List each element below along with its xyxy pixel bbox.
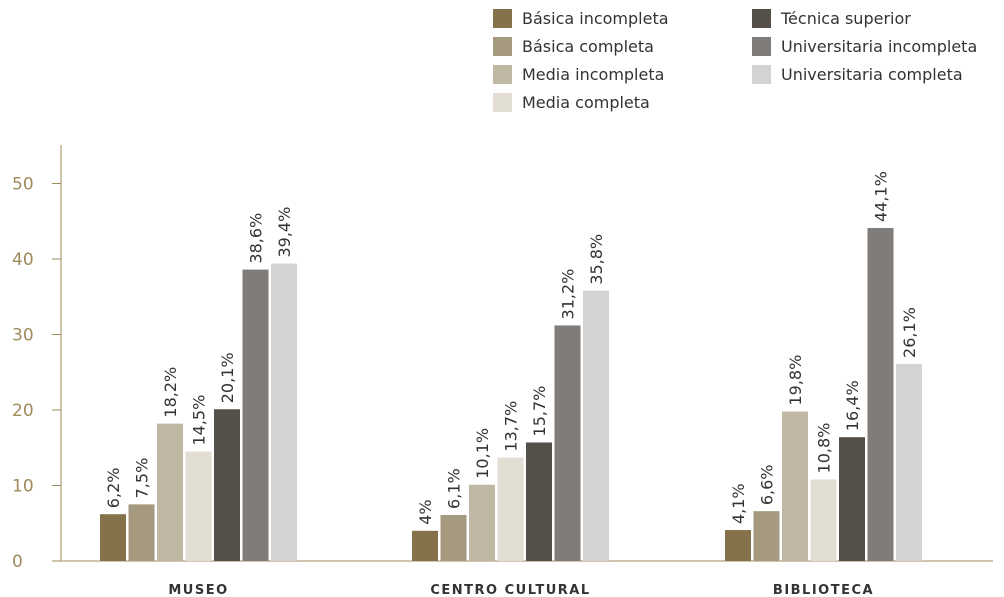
legend-item: Básica completa	[493, 37, 654, 56]
legend-item: Media completa	[493, 93, 650, 112]
legend-label: Media completa	[522, 93, 650, 112]
bar	[497, 457, 524, 561]
category-label: MUSEO	[168, 583, 228, 597]
legend-swatch	[493, 37, 512, 56]
bar-value-label: 13,7%	[502, 401, 521, 452]
bar	[839, 437, 865, 561]
legend-label: Universitaria completa	[781, 65, 963, 84]
value-labels: 6,2% 7,5% 18,2% 14,5% 20,1% 38,6% 39,4% 4% 6,1% 1…	[104, 171, 919, 525]
legend-item: Técnica superior	[752, 9, 911, 28]
y-tick-label: 0	[12, 552, 23, 572]
y-tick-label: 30	[12, 326, 34, 346]
bar	[157, 423, 183, 561]
bar-value-label: 38,6%	[247, 213, 266, 264]
y-tick-label: 10	[12, 477, 34, 497]
bar-value-label: 39,4%	[275, 207, 294, 258]
bars	[100, 228, 922, 562]
bar	[753, 511, 780, 561]
bar	[526, 442, 552, 561]
bar-value-label: 26,1%	[900, 307, 919, 358]
bar-value-label: 16,4%	[843, 380, 862, 431]
legend-label: Universitaria incompleta	[781, 37, 977, 56]
bar-value-label: 6,2%	[104, 468, 123, 509]
bar	[896, 363, 922, 561]
bar	[725, 530, 751, 561]
bar-value-label: 6,6%	[758, 465, 777, 506]
legend-swatch	[752, 9, 771, 28]
bar	[214, 409, 240, 561]
legend-item: Universitaria incompleta	[752, 37, 977, 56]
category-label: CENTRO CULTURAL	[430, 583, 590, 597]
legend-swatch	[493, 93, 512, 112]
bar-value-label: 18,2%	[161, 367, 180, 418]
bar-value-label: 14,5%	[190, 395, 209, 446]
legend-item: Universitaria completa	[752, 65, 963, 84]
bar	[242, 269, 269, 561]
legend-swatch	[493, 9, 512, 28]
bar	[554, 325, 581, 561]
bar	[128, 504, 155, 561]
legend: Básica incompleta Básica completa Media in…	[493, 9, 977, 112]
y-tick-label: 40	[12, 250, 34, 270]
y-tick-label: 20	[12, 401, 34, 421]
bar	[469, 484, 495, 561]
bar	[100, 514, 126, 561]
bar-value-label: 4,1%	[729, 483, 748, 524]
bar	[412, 530, 438, 561]
bar	[271, 263, 297, 561]
bar-value-label: 4%	[416, 499, 435, 524]
legend-item: Básica incompleta	[493, 9, 669, 28]
legend-swatch	[752, 37, 771, 56]
category-label: BIBLIOTECA	[773, 583, 874, 597]
bar	[583, 290, 609, 561]
legend-item: Media incompleta	[493, 65, 664, 84]
bar-value-label: 6,1%	[445, 468, 464, 509]
bar-value-label: 20,1%	[218, 352, 237, 403]
x-axis: MUSEO CENTRO CULTURAL BIBLIOTECA	[61, 560, 993, 597]
bar-value-label: 35,8%	[587, 234, 606, 285]
bar-value-label: 7,5%	[133, 458, 152, 499]
bar-value-label: 10,8%	[815, 423, 834, 474]
bar-value-label: 19,8%	[786, 355, 805, 406]
bar-value-label: 31,2%	[559, 269, 578, 320]
y-axis: 0 10 20 30 40 50	[12, 145, 62, 572]
bar-value-label: 44,1%	[872, 171, 891, 222]
legend-label: Básica completa	[522, 37, 654, 56]
bar	[867, 228, 894, 562]
legend-swatch	[493, 65, 512, 84]
legend-swatch	[752, 65, 771, 84]
bar	[782, 411, 808, 561]
y-tick-label: 50	[12, 175, 34, 195]
bar-value-label: 10,1%	[473, 428, 492, 479]
bar-value-label: 15,7%	[530, 386, 549, 437]
legend-label: Básica incompleta	[522, 9, 669, 28]
bar	[440, 514, 467, 561]
bar	[810, 479, 837, 561]
legend-label: Técnica superior	[780, 9, 911, 28]
bar	[185, 451, 212, 561]
legend-label: Media incompleta	[522, 65, 664, 84]
